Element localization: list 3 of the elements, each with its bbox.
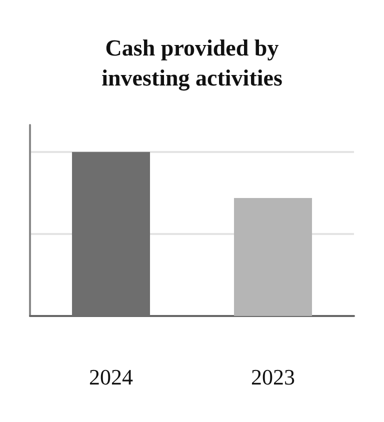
x-tick-label: 2023	[251, 364, 295, 390]
chart-title: Cash provided by investing activities	[102, 36, 282, 92]
x-tick-label: 2024	[89, 364, 133, 390]
